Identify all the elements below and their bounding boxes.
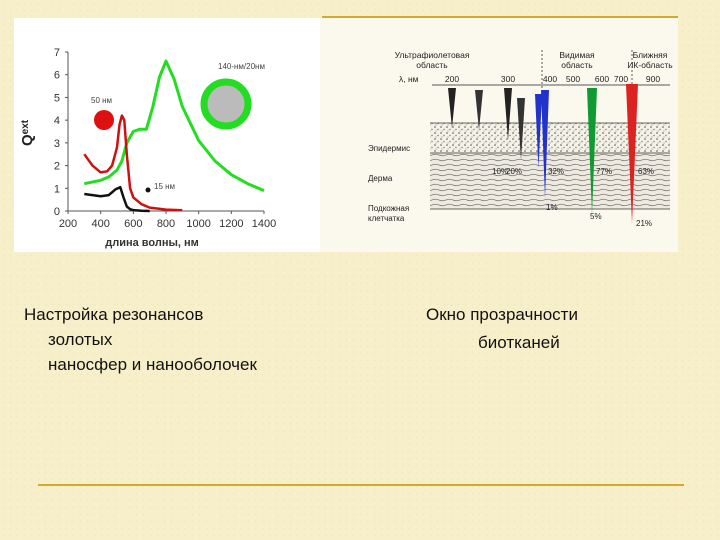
nanosphere-15nm-icon [145,187,151,193]
chart-series [83,59,265,213]
x-tick-label: 600 [124,218,142,230]
tissue-transparency-diagram: Ультрафиолетовая область Видимая область… [368,50,673,228]
series-line-nanoshell [83,59,265,192]
x-tick-label: 1000 [186,218,210,230]
layer-epidermis: Эпидермис [368,144,410,153]
region-uv-line2: область [416,60,448,70]
region-nir-line2: ИК-область [627,60,673,70]
wl-900: 900 [646,74,660,84]
region-nir-line1: Ближняя [633,50,668,60]
pct-63: 63% [638,167,654,176]
annotation-15nm: 15 нм [154,182,175,191]
series-line-nanosphere-50nm [83,114,183,212]
extinction-chart: 0 1 2 3 4 5 6 7 200 400 600 800 1000 1200 1400 Qext дл… [19,47,276,249]
y-tick-label: 6 [54,70,60,82]
beam-600 [587,88,597,214]
pct-10: 10% [492,167,508,176]
region-visible-line2: область [561,60,593,70]
left-figure-panel: 0 1 2 3 4 5 6 7 200 400 600 800 1000 1200 1400 Qext дл… [14,18,320,252]
layer-dermis: Дерма [368,174,393,183]
right-figure-panel: Ультрафиолетовая область Видимая область… [320,18,678,252]
wl-600: 600 [595,74,609,84]
y-tick-label: 3 [54,138,60,150]
x-axis-label: длина волны, нм [105,237,199,249]
caption-left-line1: Настройка резонансов [24,305,204,324]
y-tick-label: 7 [54,47,60,59]
y-tick-label: 5 [54,92,60,104]
beam-300 [504,88,512,140]
x-tick-label: 200 [59,218,77,230]
annotation-50nm: 50 нм [91,96,112,105]
x-tick-label: 800 [157,218,175,230]
pct-5: 5% [590,212,602,221]
wl-400: 400 [543,74,557,84]
nanoshell-icon [200,78,252,130]
series-line-nanosphere-15nm [84,185,150,213]
y-tick-label: 0 [54,206,60,218]
wl-300: 300 [501,74,515,84]
caption-right-line2: биотканей [478,333,560,352]
y-tick-label: 2 [54,161,60,173]
beam-200 [448,88,456,128]
svg-text:Qext: Qext [19,119,36,146]
nanosphere-50nm-icon [94,110,114,130]
beam-350 [517,98,525,160]
y-axis-label: Q [19,134,36,146]
y-tick-label: 1 [54,183,60,195]
pct-77: 77% [596,167,612,176]
y-tick-label: 4 [54,115,60,127]
caption-right: Окно прозрачности биотканей [400,302,660,355]
chart-axes: 0 1 2 3 4 5 6 7 200 400 600 800 1000 1200 1400 [54,47,276,230]
layer-subcutaneous-line1: Подкожная [368,204,409,213]
caption-right-line1: Окно прозрачности [426,305,578,324]
wl-200: 200 [445,74,459,84]
pct-20: 20% [506,167,522,176]
caption-left: Настройка резонансов золотых наносфер и … [24,302,344,377]
top-rule [322,16,678,18]
wl-700: 700 [614,74,628,84]
wl-500: 500 [566,74,580,84]
pct-1: 1% [546,203,558,212]
layer-subcutaneous-line2: клетчатка [368,214,405,223]
y-axis-label-sub: ext [20,119,31,134]
region-visible-line1: Видимая [559,50,595,60]
beam-250 [475,90,483,130]
beam-420 [541,90,549,198]
x-tick-label: 1200 [219,218,243,230]
caption-left-line3: наносфер и нанооболочек [48,355,257,374]
beam-400 [535,94,542,168]
annotation-nanoshell: 140-нм/20нм [218,62,265,71]
bottom-rule [38,484,684,486]
x-tick-label: 1400 [252,218,276,230]
pct-21: 21% [636,219,652,228]
caption-left-line2: золотых [48,330,113,349]
beam-700 [626,84,638,223]
x-tick-label: 400 [91,218,109,230]
wavelength-label: λ, нм [399,74,419,84]
region-uv-line1: Ультрафиолетовая [395,50,470,60]
pct-32: 32% [548,167,564,176]
